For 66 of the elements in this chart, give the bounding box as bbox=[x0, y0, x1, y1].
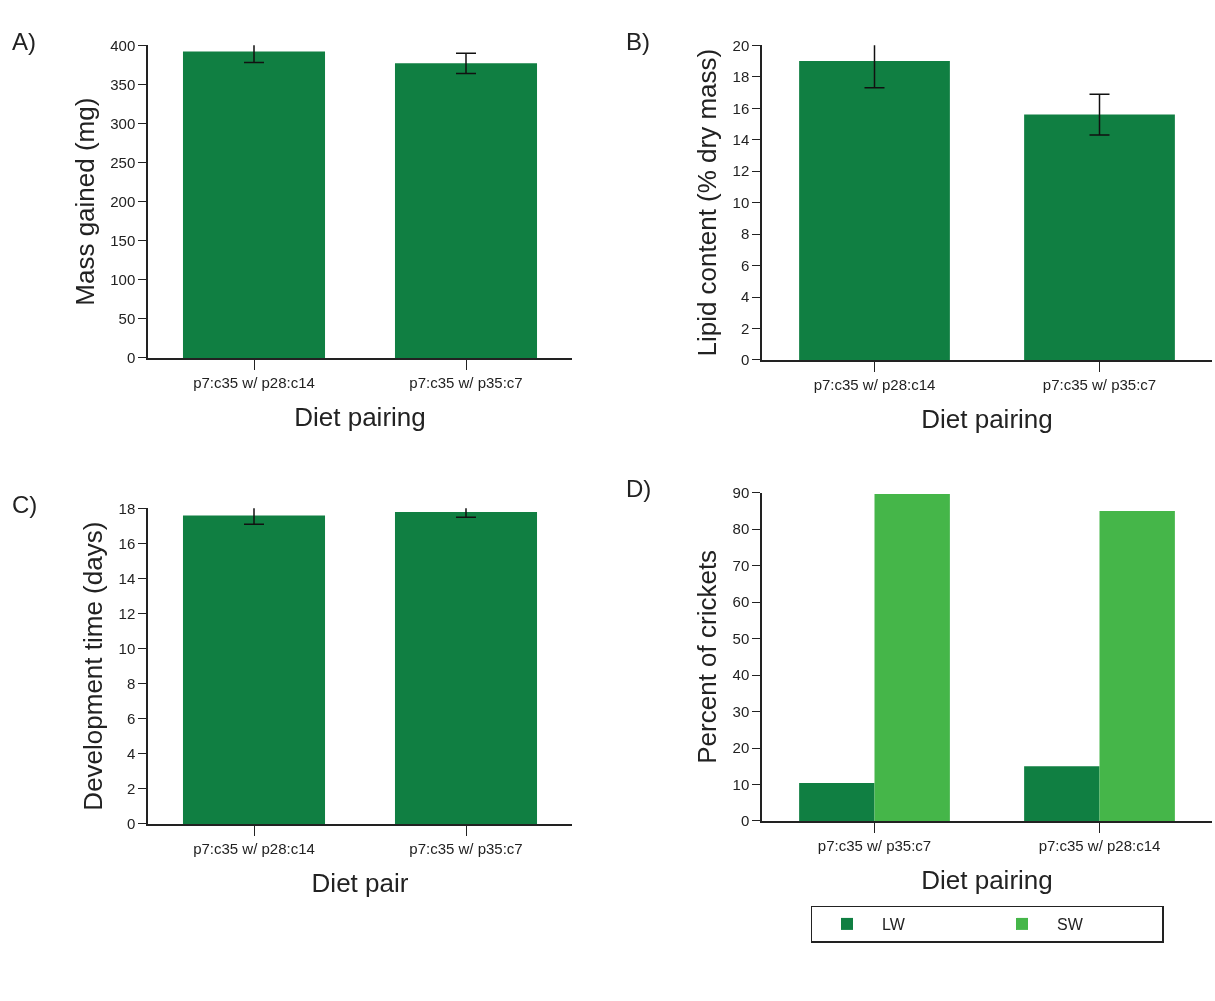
y-tick-label: 2 bbox=[126, 780, 136, 798]
chart-title: B) bbox=[626, 28, 650, 55]
x-tick-label: p7:c35 w/ p28:c14 bbox=[1038, 836, 1161, 854]
y-axis-title: Development time (days) bbox=[78, 521, 109, 811]
legend-label: SW bbox=[1057, 916, 1084, 934]
y-tick-label: 350 bbox=[110, 75, 136, 93]
y-tick-label: 4 bbox=[740, 288, 750, 306]
y-tick-label: 250 bbox=[110, 153, 136, 171]
y-tick-label: 80 bbox=[732, 520, 750, 538]
y-tick-label: 16 bbox=[118, 534, 136, 552]
y-tick-label: 40 bbox=[732, 666, 750, 684]
x-tick-label: p7:c35 w/ p28:c14 bbox=[813, 375, 936, 393]
chart-title: D) bbox=[626, 475, 652, 502]
x-axis-title: Diet pairing bbox=[294, 401, 426, 432]
y-tick-label: 400 bbox=[110, 36, 136, 54]
bar bbox=[799, 783, 875, 821]
y-tick-label: 50 bbox=[732, 629, 750, 647]
x-tick-label: p7:c35 w/ p35:c7 bbox=[817, 836, 932, 854]
x-tick-label: p7:c35 w/ p35:c7 bbox=[1042, 375, 1157, 393]
chart-title: C) bbox=[12, 491, 38, 518]
x-axis-title: Diet pairing bbox=[921, 864, 1053, 895]
y-tick-label: 0 bbox=[126, 349, 136, 367]
y-tick-label: 0 bbox=[740, 351, 750, 369]
y-tick-label: 2 bbox=[740, 319, 750, 337]
y-tick-label: 4 bbox=[126, 745, 136, 763]
legend-label: LW bbox=[882, 916, 906, 934]
y-tick-label: 150 bbox=[110, 231, 136, 249]
y-tick-label: 14 bbox=[732, 130, 750, 148]
y-axis-title: Lipid content (% dry mass) bbox=[692, 48, 723, 357]
y-tick-label: 14 bbox=[118, 569, 136, 587]
x-tick-label: p7:c35 w/ p28:c14 bbox=[193, 373, 315, 391]
y-axis-title: Percent of crickets bbox=[692, 549, 723, 764]
bar bbox=[1099, 510, 1175, 821]
y-tick-label: 0 bbox=[126, 815, 136, 833]
y-tick-label: 50 bbox=[118, 310, 136, 328]
y-tick-label: 10 bbox=[118, 639, 136, 657]
y-tick-label: 0 bbox=[740, 812, 750, 830]
x-tick-label: p7:c35 w/ p35:c7 bbox=[409, 373, 523, 391]
y-tick-label: 10 bbox=[732, 775, 750, 793]
y-tick-label: 8 bbox=[126, 674, 136, 692]
y-tick-label: 12 bbox=[118, 604, 136, 622]
y-axis-title: Mass gained (mg) bbox=[70, 97, 101, 306]
y-tick-label: 18 bbox=[732, 68, 750, 86]
y-tick-label: 16 bbox=[732, 99, 750, 117]
y-tick-label: 90 bbox=[732, 483, 750, 501]
y-tick-label: 18 bbox=[118, 499, 136, 517]
y-tick-label: 8 bbox=[740, 225, 750, 243]
y-tick-label: 60 bbox=[732, 593, 750, 611]
y-tick-label: 20 bbox=[732, 739, 750, 757]
y-tick-label: 12 bbox=[732, 162, 750, 180]
x-axis-title: Diet pair bbox=[311, 867, 409, 898]
y-tick-label: 6 bbox=[126, 709, 136, 727]
y-tick-label: 6 bbox=[740, 256, 750, 274]
chart-title: A) bbox=[12, 28, 36, 55]
x-axis-title: Diet pairing bbox=[921, 403, 1053, 434]
y-tick-label: 10 bbox=[732, 193, 750, 211]
y-tick-label: 300 bbox=[110, 114, 136, 132]
y-tick-label: 200 bbox=[110, 192, 136, 210]
bar bbox=[1024, 766, 1100, 821]
bar bbox=[874, 494, 950, 821]
x-tick-label: p7:c35 w/ p28:c14 bbox=[193, 839, 315, 857]
y-tick-label: 20 bbox=[732, 36, 750, 54]
x-tick-label: p7:c35 w/ p35:c7 bbox=[409, 839, 523, 857]
y-tick-label: 70 bbox=[732, 556, 750, 574]
y-tick-label: 30 bbox=[732, 702, 750, 720]
y-tick-label: 100 bbox=[110, 271, 136, 289]
